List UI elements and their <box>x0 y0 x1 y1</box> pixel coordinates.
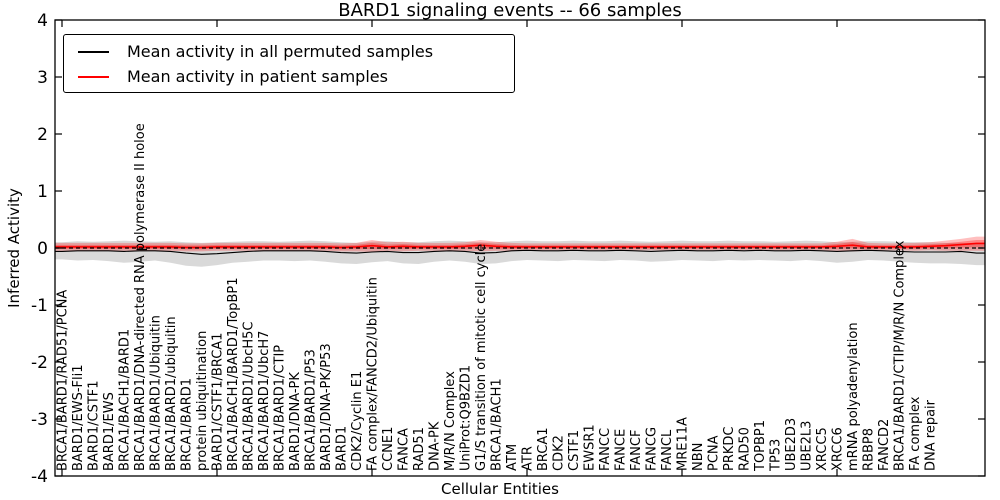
y-tick-label: 4 <box>37 11 48 31</box>
x-category-label: TP53 <box>769 439 784 472</box>
x-category-label: NBN <box>691 443 706 471</box>
x-category-label: RAD51 <box>412 427 427 471</box>
x-category-label: FANCC <box>598 428 613 471</box>
y-axis-label: Inferred Activity <box>5 188 23 308</box>
x-category-label: CDK2 <box>552 435 567 471</box>
x-category-label: FANCF <box>629 430 644 471</box>
x-category-label: BRCA1/BACH1/BARD1 <box>118 329 133 471</box>
x-category-label: FANCD2 <box>877 419 892 471</box>
x-category-label: BARD1/EWS <box>102 392 117 471</box>
x-axis-label: Cellular Entities <box>441 480 559 498</box>
x-category-label: ATM <box>505 444 520 471</box>
legend-line-red-icon <box>78 75 109 78</box>
x-category-label: DNA repair <box>924 399 939 471</box>
x-category-label: BRCA1/BARD1/CTIP/M/R/N Complex <box>893 240 908 471</box>
x-category-label: FANCG <box>645 427 660 471</box>
x-category-label: BARD1/EWS-Fli1 <box>71 365 86 472</box>
y-tick-label: -4 <box>31 467 48 487</box>
y-tick-label: -2 <box>31 353 48 373</box>
x-category-label: UniProt:Q9BZD1 <box>459 365 474 471</box>
x-category-label: mRNA polyadenylation <box>846 322 861 471</box>
x-category-label: FA complex/FANCD2/Ubiquitin <box>366 277 381 471</box>
x-category-label: BARD1/DNA-PK <box>288 372 303 471</box>
x-category-label: BRCA1/BARD1/RAD51/PCNA <box>56 290 71 471</box>
chart-title: BARD1 signaling events -- 66 samples <box>338 0 682 21</box>
x-category-label: FANCL <box>660 429 675 471</box>
x-category-label: ATR <box>521 446 536 471</box>
x-category-label: BRCA1/BACH1/BARD1/TopBP1 <box>226 278 241 471</box>
x-category-label: XRCC5 <box>815 427 830 471</box>
x-category-label: BARD1/CSTF1/BRCA1 <box>211 333 226 471</box>
x-category-label: BRCA1/BARD1/CTIP <box>273 345 288 471</box>
x-category-label: XRCC6 <box>831 427 846 471</box>
x-category-label: BARD1 <box>335 426 350 471</box>
y-tick-label: 0 <box>37 239 48 259</box>
x-category-label: EWSR1 <box>583 424 598 471</box>
x-category-label: BARD1/CSTF1 <box>87 380 102 471</box>
x-category-label: CDK2/Cyclin E1 <box>350 371 365 471</box>
x-category-label: BRCA1/BARD1/UbcH7 <box>257 331 272 471</box>
x-category-label: M/R/N Complex <box>443 371 458 471</box>
legend-label-patient: Mean activity in patient samples <box>127 67 388 86</box>
legend-label-permuted: Mean activity in all permuted samples <box>127 42 434 61</box>
x-category-label: BRCA1/BARD1 <box>180 378 195 471</box>
x-category-label: protein ubiquitination <box>195 331 210 471</box>
x-category-label: G1/S transition of mitotic cell cycle <box>474 244 489 471</box>
x-category-label: CCNE1 <box>381 427 396 471</box>
x-category-label: BRCA1/BACH1 <box>490 378 505 471</box>
x-category-label: BRCA1/BARD1/UbcH5C <box>242 322 257 471</box>
x-category-label: BRCA1/BARD1/P53 <box>304 349 319 471</box>
x-category-label: RBBP8 <box>862 428 877 471</box>
x-category-label: DNA-PK <box>428 421 443 471</box>
legend-item-permuted: Mean activity in all permuted samples <box>64 39 514 64</box>
x-category-label: BRCA1/BARD1/ubiquitin <box>164 316 179 471</box>
x-category-label: BARD1/DNA-PK/P53 <box>319 343 334 471</box>
x-category-label: FANCA <box>397 428 412 471</box>
x-category-label: BRCA1 <box>536 427 551 471</box>
x-category-label: FA complex <box>908 396 923 471</box>
x-category-label: CSTF1 <box>567 430 582 471</box>
legend-item-patient: Mean activity in patient samples <box>64 64 514 89</box>
patient-mean-line <box>55 242 985 249</box>
x-category-label: PCNA <box>707 435 722 471</box>
x-category-label: RAD50 <box>738 427 753 471</box>
x-category-label: UBE2L3 <box>800 421 815 471</box>
x-category-label: BRCA1/BARD1/DNA-directed RNA polymerase … <box>133 123 148 471</box>
y-tick-label: -3 <box>31 410 48 430</box>
x-category-label: BRCA1/BARD1/Ubiquitin <box>149 315 164 471</box>
x-category-label: TOPBP1 <box>753 420 768 472</box>
y-tick-label: 3 <box>37 68 48 88</box>
legend-line-black-icon <box>78 50 109 53</box>
x-category-label: PRKDC <box>722 427 737 471</box>
y-tick-label: 2 <box>37 125 48 145</box>
x-category-label: MRE11A <box>676 417 691 471</box>
legend: Mean activity in all permuted samples Me… <box>63 34 515 93</box>
x-category-label: UBE2D3 <box>784 418 799 471</box>
y-tick-label: -1 <box>31 296 48 316</box>
x-category-label: FANCE <box>614 429 629 471</box>
permuted-mean-line <box>55 249 985 255</box>
y-tick-label: 1 <box>37 182 48 202</box>
